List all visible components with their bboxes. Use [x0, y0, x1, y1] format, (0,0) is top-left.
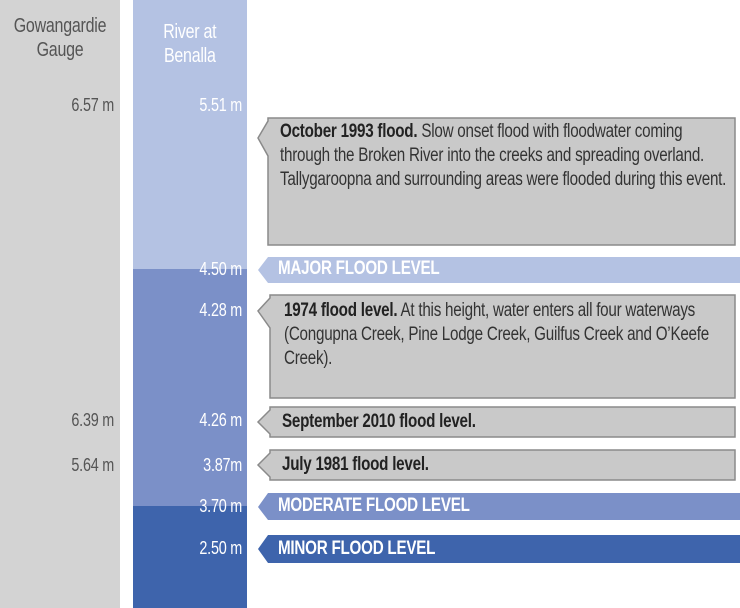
benalla-value: 4.26 m [199, 410, 242, 430]
benalla-value: 3.70 m [199, 496, 242, 516]
major-banner [258, 257, 740, 283]
gauge-value: 6.57 m [71, 95, 114, 115]
major-band [133, 0, 247, 269]
benalla-value: 3.87m [203, 455, 242, 475]
callout-title: October 1993 flood. [280, 121, 418, 142]
callout [257, 294, 736, 399]
moderate-banner [258, 493, 740, 520]
callout [257, 117, 736, 246]
minor-banner [258, 535, 740, 563]
callout [256, 406, 736, 438]
callout [256, 449, 736, 481]
column-header: River at Benalla [163, 21, 217, 67]
callout-title: September 2010 flood level. [282, 411, 476, 432]
benalla-value: 4.50 m [199, 259, 242, 279]
callout-text: 1974 flood level. At this height, water … [284, 299, 732, 371]
callout-text: October 1993 flood. Slow onset flood wit… [280, 120, 728, 192]
moderate-band [133, 269, 247, 506]
benalla-value: 2.50 m [199, 538, 242, 558]
callout-body: At this height, water enters all four wa… [284, 300, 709, 369]
callout-text: September 2010 flood level. [282, 410, 730, 434]
callout-body: Slow onset flood with floodwater coming … [280, 121, 727, 190]
level-label: MODERATE FLOOD LEVEL [278, 495, 470, 516]
gauge-column [0, 0, 120, 608]
level-label: MAJOR FLOOD LEVEL [278, 258, 440, 279]
callout-text: July 1981 flood level. [282, 453, 730, 477]
minor-band [133, 506, 247, 608]
callout-title: July 1981 flood level. [282, 454, 429, 475]
benalla-value: 5.51 m [199, 95, 242, 115]
callout-title: 1974 flood level. [284, 300, 398, 321]
gauge-value: 6.39 m [71, 410, 114, 430]
column-header: Gowangardie Gauge [13, 15, 107, 61]
benalla-value: 4.28 m [199, 300, 242, 320]
level-label: MINOR FLOOD LEVEL [278, 538, 436, 559]
gauge-value: 5.64 m [71, 455, 114, 475]
